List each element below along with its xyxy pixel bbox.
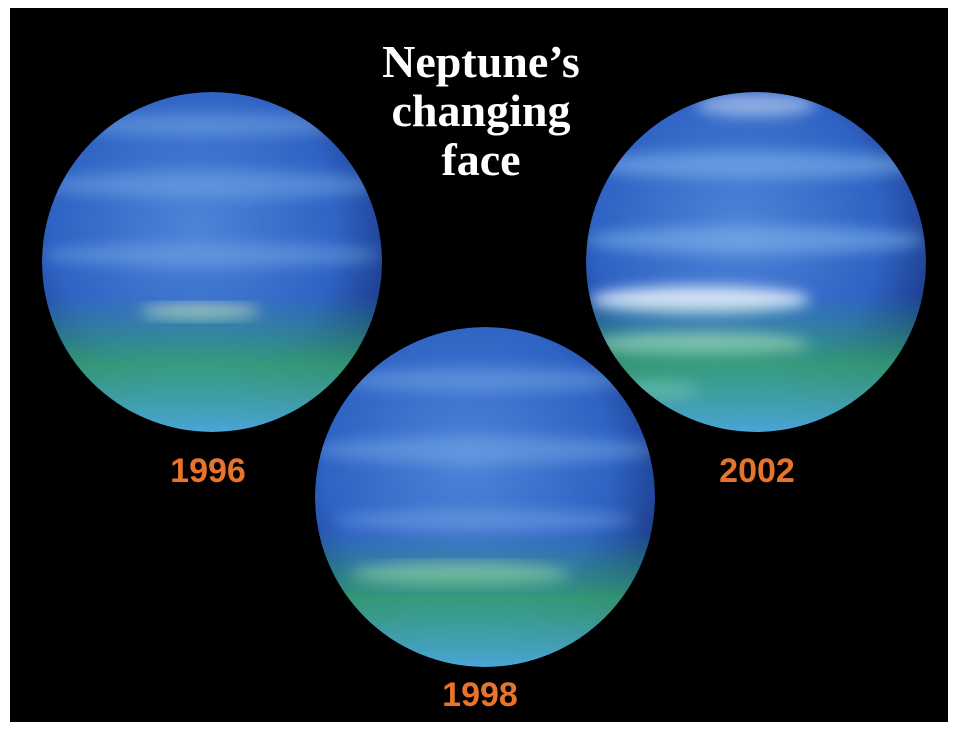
year-labels: 1996 1998 2002	[170, 452, 795, 714]
title-line: face	[441, 134, 520, 185]
year-label: 2002	[719, 452, 795, 490]
planet-1998	[315, 327, 655, 667]
title-line: changing	[392, 85, 571, 136]
title-line: Neptune’s	[382, 36, 580, 87]
year-label: 1998	[442, 676, 518, 714]
planet-1996	[42, 92, 382, 432]
planet-2002	[586, 92, 926, 432]
year-label: 1996	[170, 452, 246, 490]
